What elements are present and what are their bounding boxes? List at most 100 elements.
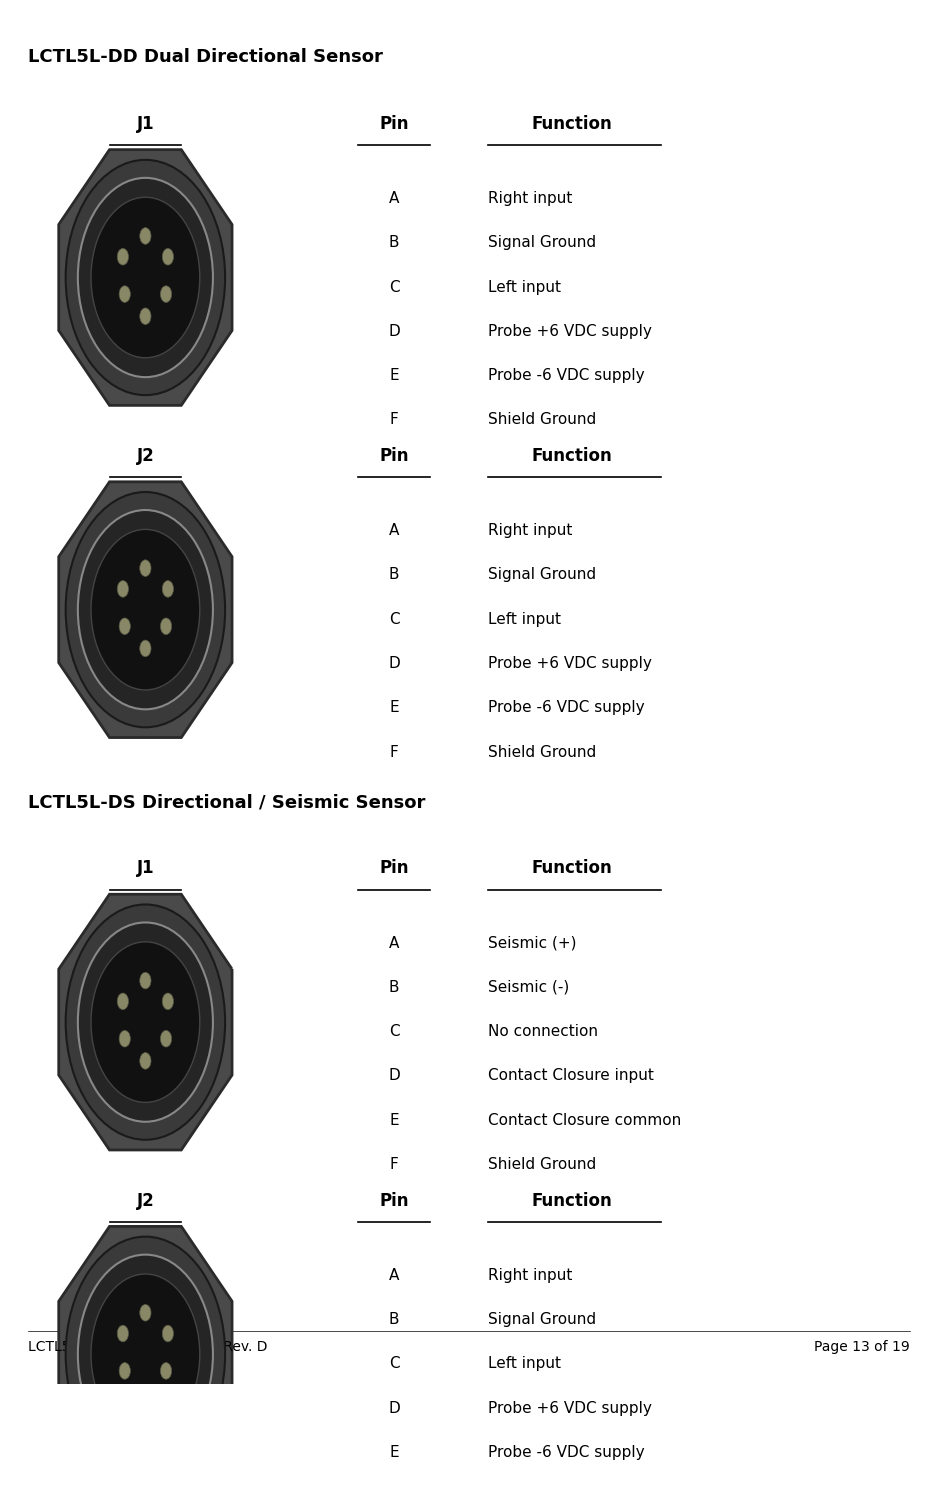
Text: Shield Ground: Shield Ground [488,413,596,428]
Text: E: E [389,1113,399,1128]
Ellipse shape [66,492,225,727]
Text: A: A [388,936,400,951]
Text: Right input: Right input [488,523,572,538]
Ellipse shape [91,529,200,690]
Ellipse shape [119,1030,130,1048]
Text: Probe -6 VDC supply: Probe -6 VDC supply [488,369,644,383]
Text: Left input: Left input [488,279,561,294]
Ellipse shape [160,285,172,303]
Text: Signal Ground: Signal Ground [488,1312,596,1327]
Text: Signal Ground: Signal Ground [488,235,596,250]
Text: Right input: Right input [488,192,572,207]
Text: J2: J2 [137,447,154,465]
Text: LCTL5L-DS Directional / Seismic Sensor: LCTL5L-DS Directional / Seismic Sensor [28,794,426,811]
Text: B: B [388,1312,400,1327]
Ellipse shape [119,1363,130,1379]
Ellipse shape [78,178,213,377]
Text: A: A [388,1268,400,1282]
Ellipse shape [117,581,129,597]
Ellipse shape [140,227,151,244]
Text: Probe +6 VDC supply: Probe +6 VDC supply [488,655,652,672]
Text: Function: Function [532,859,613,878]
Text: Seismic (-): Seismic (-) [488,979,569,996]
Ellipse shape [162,1326,174,1342]
Ellipse shape [140,560,151,577]
Text: Shield Ground: Shield Ground [488,1158,596,1172]
Text: Probe +6 VDC supply: Probe +6 VDC supply [488,324,652,339]
Text: D: D [388,655,400,672]
Text: Probe -6 VDC supply: Probe -6 VDC supply [488,700,644,715]
Ellipse shape [78,510,213,709]
Text: Pin: Pin [379,447,409,465]
Ellipse shape [162,993,174,1009]
Ellipse shape [66,905,225,1140]
Text: E: E [389,1444,399,1459]
Text: LCTL5L-XX USER'S MANUAL Rev. D: LCTL5L-XX USER'S MANUAL Rev. D [28,1339,267,1354]
Text: Function: Function [532,1192,613,1210]
Text: Left input: Left input [488,612,561,627]
Text: Function: Function [532,447,613,465]
Ellipse shape [91,942,200,1103]
Text: E: E [389,700,399,715]
Ellipse shape [160,1030,172,1048]
Polygon shape [59,150,232,406]
Polygon shape [59,895,232,1150]
Text: Pin: Pin [379,859,409,878]
Ellipse shape [78,1254,213,1453]
Polygon shape [59,1226,232,1482]
Ellipse shape [117,1326,129,1342]
Text: D: D [388,324,400,339]
Text: LCTL5L-DD Dual Directional Sensor: LCTL5L-DD Dual Directional Sensor [28,49,383,67]
Text: J2: J2 [137,1192,154,1210]
Text: Function: Function [532,114,613,132]
Text: Pin: Pin [379,114,409,132]
Text: Contact Closure common: Contact Closure common [488,1113,681,1128]
Text: B: B [388,235,400,250]
Text: A: A [388,192,400,207]
Text: Pin: Pin [379,1192,409,1210]
Text: C: C [388,1357,400,1372]
Text: Right input: Right input [488,1268,572,1282]
Ellipse shape [162,581,174,597]
Text: No connection: No connection [488,1024,598,1039]
Text: F: F [389,1158,399,1172]
Text: C: C [388,612,400,627]
Text: Page 13 of 19: Page 13 of 19 [814,1339,910,1354]
Polygon shape [59,481,232,737]
Text: Probe +6 VDC supply: Probe +6 VDC supply [488,1401,652,1416]
Ellipse shape [119,285,130,303]
Text: Left input: Left input [488,1357,561,1372]
Text: Contact Closure input: Contact Closure input [488,1068,654,1083]
Text: B: B [388,568,400,583]
Ellipse shape [140,1052,151,1068]
Ellipse shape [160,1363,172,1379]
Text: E: E [389,369,399,383]
Text: Probe -6 VDC supply: Probe -6 VDC supply [488,1444,644,1459]
Text: D: D [388,1068,400,1083]
Text: D: D [388,1401,400,1416]
Ellipse shape [66,160,225,395]
Ellipse shape [140,308,151,324]
Ellipse shape [66,1236,225,1473]
Text: B: B [388,979,400,996]
Text: F: F [389,744,399,759]
Text: Seismic (+): Seismic (+) [488,936,576,951]
Ellipse shape [140,1385,151,1401]
Text: Shield Ground: Shield Ground [488,744,596,759]
Text: C: C [388,279,400,294]
Text: A: A [388,523,400,538]
Text: Signal Ground: Signal Ground [488,568,596,583]
Text: F: F [389,413,399,428]
Ellipse shape [140,640,151,657]
Ellipse shape [119,618,130,635]
Ellipse shape [91,198,200,358]
Ellipse shape [160,618,172,635]
Ellipse shape [140,1305,151,1321]
Text: C: C [388,1024,400,1039]
Ellipse shape [140,972,151,988]
Ellipse shape [91,1274,200,1434]
Ellipse shape [117,248,129,265]
Text: J1: J1 [137,859,154,878]
Text: J1: J1 [137,114,154,132]
Ellipse shape [162,248,174,265]
